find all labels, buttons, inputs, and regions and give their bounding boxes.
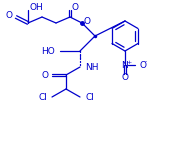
Text: Cl: Cl [38, 92, 47, 102]
Text: O: O [140, 60, 147, 70]
Text: O: O [122, 72, 128, 81]
Text: Cl: Cl [85, 92, 94, 102]
Text: HO: HO [41, 47, 55, 56]
Text: O: O [84, 16, 91, 26]
Text: +: + [126, 60, 131, 64]
Text: OH: OH [30, 4, 44, 13]
Text: N: N [122, 60, 128, 70]
Text: -: - [145, 60, 147, 64]
Text: O: O [6, 12, 13, 20]
Text: O: O [71, 4, 78, 13]
Text: NH: NH [85, 62, 99, 71]
Text: O: O [41, 70, 48, 80]
